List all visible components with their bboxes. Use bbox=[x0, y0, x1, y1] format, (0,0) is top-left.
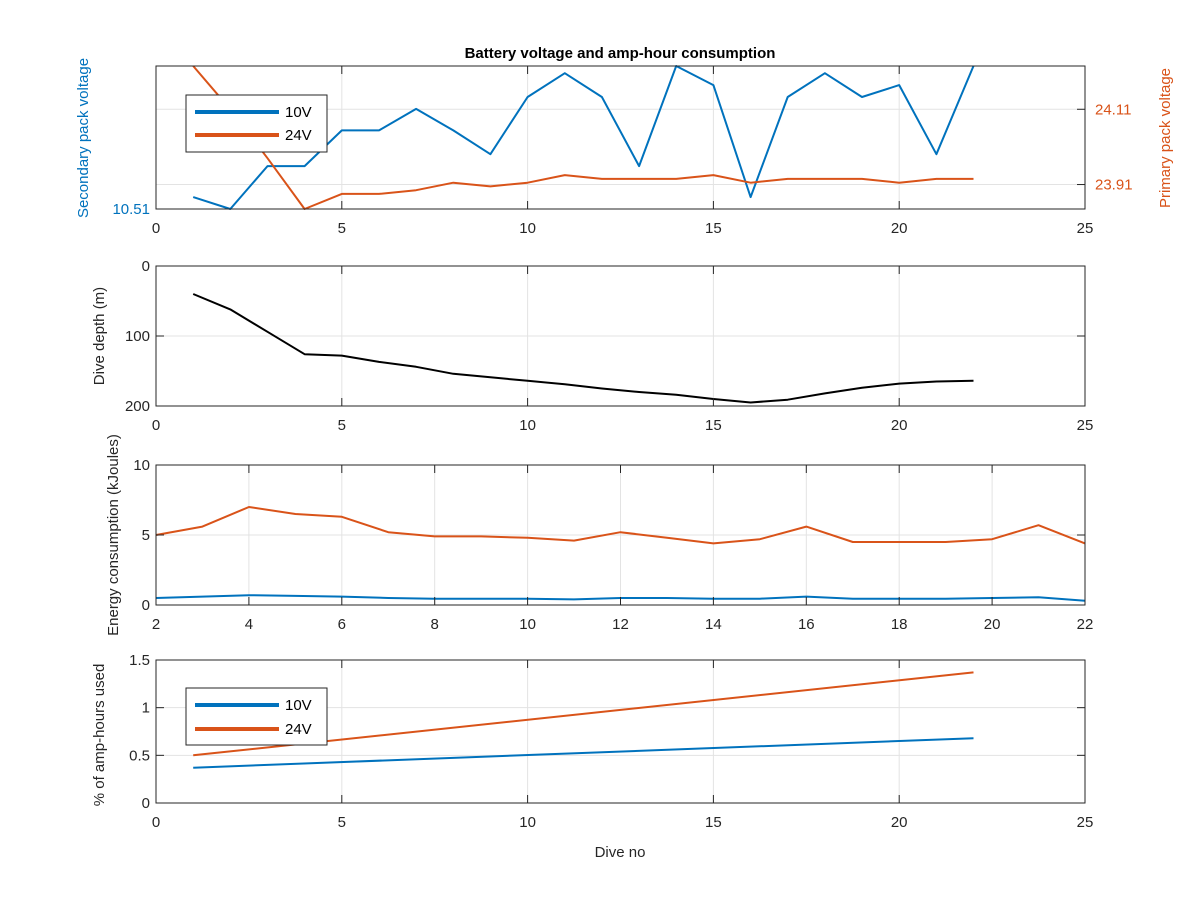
x-tick-label: 6 bbox=[338, 616, 346, 633]
voltage-axes-box bbox=[155, 65, 1086, 210]
y-tick-label: 1.5 bbox=[129, 652, 150, 669]
energy-axis-label: Energy consumption (kJoules) bbox=[105, 434, 122, 636]
y-tick-label: 10 bbox=[133, 457, 150, 474]
x-tick-label: 0 bbox=[152, 220, 160, 237]
depth-ticks: 0 5 10 15 20 25 0 100 200 bbox=[125, 258, 1093, 434]
x-tick-label: 12 bbox=[612, 616, 629, 633]
x-tick-label: 10 bbox=[519, 417, 536, 434]
series-line-depth-depth bbox=[192, 293, 974, 404]
x-tick-label: 22 bbox=[1077, 616, 1094, 633]
x-tick-label: 4 bbox=[245, 616, 253, 633]
amphours-axis-label: % of amp-hours used bbox=[91, 664, 108, 807]
x-tick-label: 20 bbox=[891, 220, 908, 237]
y-right-tick-label: 24.11 bbox=[1095, 101, 1131, 118]
series-line-voltage-24v bbox=[192, 65, 974, 210]
x-tick-label: 5 bbox=[338, 814, 346, 831]
x-tick-label: 8 bbox=[431, 616, 439, 633]
y-tick-label: 1 bbox=[142, 700, 150, 717]
amphours-legend-box bbox=[185, 687, 328, 746]
x-tick-label: 20 bbox=[891, 814, 908, 831]
x-tick-label: 16 bbox=[798, 616, 815, 633]
x-tick-label: 5 bbox=[338, 417, 346, 434]
y-tick-label: 200 bbox=[125, 398, 150, 415]
x-tick-label: 0 bbox=[152, 417, 160, 434]
amphours-legend: 10V 24V bbox=[185, 687, 328, 746]
x-tick-label: 20 bbox=[984, 616, 1001, 633]
amphours-axes-box bbox=[155, 659, 1086, 804]
depth-panel: 0 5 10 15 20 25 0 100 200 Dive depth (m) bbox=[91, 258, 1093, 434]
x-tick-label: 15 bbox=[705, 417, 722, 434]
voltage-panel: 0 5 10 15 20 25 10.51 23.91 24.11 Battery voltag… bbox=[75, 45, 1174, 237]
voltage-legend-label-24v: 24V bbox=[285, 127, 312, 144]
depth-plot-lines bbox=[192, 293, 974, 404]
amphours-legend-label-10v: 10V bbox=[285, 697, 312, 714]
x-tick-label: 10 bbox=[519, 220, 536, 237]
x-tick-label: 20 bbox=[891, 417, 908, 434]
voltage-ticks: 0 5 10 15 20 25 10.51 23.91 24.11 bbox=[112, 66, 1133, 237]
amphours-ticks: 0 5 10 15 20 25 0 0.5 1 1.5 bbox=[129, 652, 1093, 831]
dive-number-axis-label: Dive no bbox=[595, 844, 646, 861]
x-tick-label: 10 bbox=[519, 814, 536, 831]
y-right-tick-label: 23.91 bbox=[1095, 177, 1133, 194]
voltage-legend-label-10v: 10V bbox=[285, 104, 312, 121]
x-tick-label: 14 bbox=[705, 616, 722, 633]
y-tick-label: 0.5 bbox=[129, 747, 150, 764]
x-tick-label: 0 bbox=[152, 814, 160, 831]
x-tick-label: 5 bbox=[338, 220, 346, 237]
y-tick-label: 0 bbox=[142, 597, 150, 614]
energy-panel: 2 4 6 8 10 12 14 16 18 20 22 0 5 10 Energy consumptio… bbox=[105, 434, 1093, 636]
voltage-legend-box bbox=[185, 94, 328, 153]
chart-title: Battery voltage and amp-hour consumption bbox=[465, 45, 776, 62]
series-line-amphours-10v bbox=[193, 737, 974, 769]
primary-voltage-axis-label: Primary pack voltage bbox=[1157, 68, 1174, 208]
y-tick-label: 100 bbox=[125, 328, 150, 345]
x-tick-label: 25 bbox=[1077, 814, 1094, 831]
y-tick-label: 10.51 bbox=[112, 201, 150, 218]
amphours-panel: 0 5 10 15 20 25 0 0.5 1 1.5 % of amp-hours used D… bbox=[91, 652, 1093, 861]
x-tick-label: 15 bbox=[705, 220, 722, 237]
x-tick-label: 10 bbox=[519, 616, 536, 633]
secondary-voltage-axis-label: Secondary pack voltage bbox=[75, 58, 92, 218]
y-tick-label: 5 bbox=[142, 527, 150, 544]
energy-ticks: 2 4 6 8 10 12 14 16 18 20 22 0 5 10 bbox=[133, 457, 1093, 633]
depth-axis-label: Dive depth (m) bbox=[91, 287, 108, 385]
x-tick-label: 15 bbox=[705, 814, 722, 831]
voltage-legend: 10V 24V bbox=[185, 94, 328, 153]
amphours-legend-label-24v: 24V bbox=[285, 721, 312, 738]
x-tick-label: 18 bbox=[891, 616, 908, 633]
y-tick-label: 0 bbox=[142, 258, 150, 275]
x-tick-label: 25 bbox=[1077, 220, 1094, 237]
y-tick-label: 0 bbox=[142, 795, 150, 812]
x-tick-label: 2 bbox=[152, 616, 160, 633]
x-tick-label: 25 bbox=[1077, 417, 1094, 434]
